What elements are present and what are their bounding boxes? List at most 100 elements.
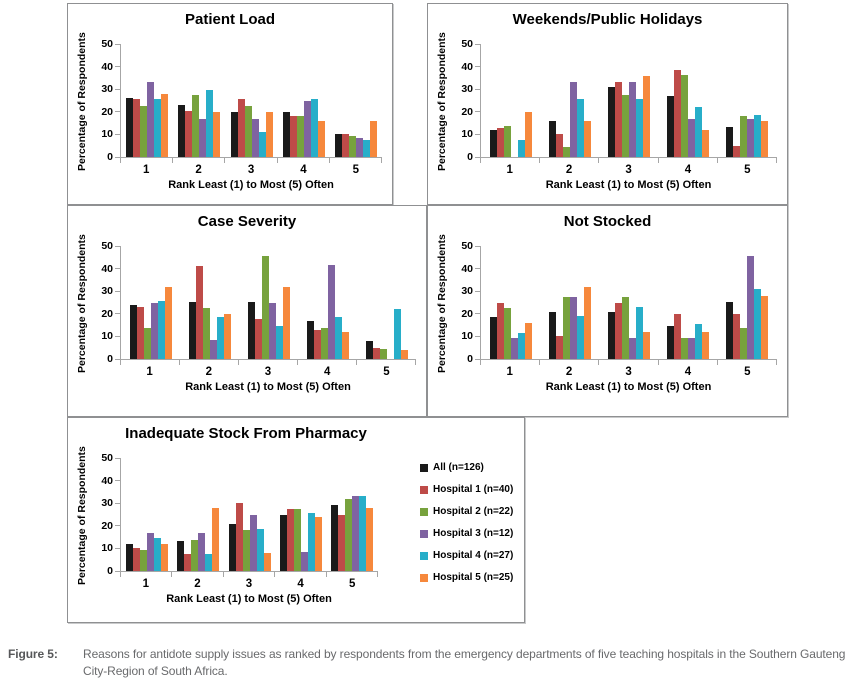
bar	[334, 133, 342, 157]
bar	[761, 295, 769, 359]
bar	[303, 100, 311, 157]
y-tick: 0	[97, 353, 120, 365]
y-tick: 50	[457, 240, 480, 252]
bar	[307, 512, 315, 571]
bar	[147, 81, 155, 157]
y-tick-label: 0	[107, 353, 113, 365]
legend-label: Hospital 3 (n=12)	[433, 528, 514, 539]
x-tick-label: 5	[352, 164, 360, 176]
x-axis-title: Rank Least (1) to Most (5) Often	[545, 179, 712, 191]
bar	[548, 121, 556, 157]
bar	[143, 328, 151, 359]
y-tick-label: 30	[101, 83, 113, 96]
bar-group-rank-3	[225, 44, 278, 163]
y-tick: 50	[97, 452, 120, 464]
y-tick-label: 50	[461, 240, 473, 252]
y-tick: 30	[97, 285, 120, 297]
y-tick: 10	[97, 128, 120, 140]
bar	[261, 256, 269, 359]
bar	[202, 307, 210, 359]
y-tick-label: 20	[461, 307, 473, 320]
x-tick-label: 3	[245, 578, 253, 590]
bar	[740, 328, 748, 359]
chart-title: Patient Load	[184, 11, 275, 28]
y-tick: 40	[97, 61, 120, 73]
x-tick-label: 5	[348, 578, 356, 590]
y-tick-mark	[115, 133, 120, 135]
x-tick-label: 1	[146, 366, 153, 378]
x-tick-labels: 1 2 3 4 5	[120, 578, 378, 590]
y-tick-label: 50	[101, 38, 113, 50]
y-tick: 40	[97, 262, 120, 275]
legend-label: All (n=126)	[433, 462, 484, 473]
y-tick-label: 20	[461, 105, 473, 118]
y-tick-mark	[475, 156, 480, 158]
bar	[667, 95, 675, 157]
y-axis-title: Percentage of Respondents	[436, 234, 448, 373]
x-tick-label: 3	[625, 164, 632, 176]
y-tick: 10	[97, 542, 120, 554]
bar	[569, 297, 577, 359]
bar	[338, 514, 346, 571]
y-axis: 50 40 30 20 10 0	[450, 38, 480, 163]
x-tick-label: 2	[205, 366, 212, 378]
bar	[681, 338, 689, 359]
y-tick-mark	[475, 133, 480, 135]
y-tick: 10	[457, 128, 480, 140]
y-tick: 20	[97, 520, 120, 532]
bar	[674, 70, 682, 157]
bar-group-rank-2	[173, 44, 226, 163]
bar	[365, 341, 373, 359]
bar	[747, 119, 755, 157]
bar	[372, 347, 380, 359]
y-tick-mark	[115, 358, 120, 360]
y-tick: 50	[97, 240, 120, 252]
y-tick: 0	[457, 151, 480, 163]
bar	[576, 315, 584, 359]
legend-swatch	[420, 507, 428, 516]
bar	[331, 504, 339, 571]
y-tick: 0	[457, 353, 480, 365]
y-axis: 50 40 30 20 10 0	[90, 38, 120, 163]
bar	[327, 264, 335, 359]
bar	[615, 302, 622, 359]
bar	[362, 140, 370, 157]
bar	[510, 338, 518, 359]
bar	[569, 81, 577, 157]
y-tick: 30	[457, 83, 480, 96]
chart-panel-case-severity: Case Severity Percentage of Respondents …	[67, 205, 427, 417]
bar	[242, 529, 250, 571]
y-tick-mark	[115, 335, 120, 337]
x-tick-label: 4	[684, 164, 692, 176]
bar-group-rank-4	[659, 246, 719, 365]
x-tick-label: 5	[383, 366, 390, 378]
bar	[636, 98, 643, 157]
y-tick-mark	[475, 88, 480, 90]
y-tick-label: 0	[467, 151, 473, 163]
y-tick-mark	[115, 245, 120, 247]
y-tick-mark	[115, 268, 120, 270]
bar	[313, 330, 321, 359]
legend-label: Hospital 1 (n=40)	[433, 484, 514, 495]
x-tick-label: 2	[194, 578, 201, 590]
bar	[608, 311, 615, 359]
x-tick-label: 4	[297, 578, 304, 590]
y-tick-mark	[115, 547, 120, 549]
bar	[286, 508, 294, 571]
y-tick-mark	[475, 335, 480, 337]
bar	[496, 128, 504, 157]
y-tick-label: 30	[461, 83, 473, 96]
bar	[615, 81, 622, 157]
chart-title: Case Severity	[197, 213, 297, 230]
bar	[629, 338, 636, 359]
bar-group-rank-3	[239, 246, 298, 365]
bar	[517, 140, 525, 157]
bar	[212, 507, 220, 571]
bar	[555, 335, 563, 359]
bar-group-rank-1	[481, 44, 541, 163]
y-tick-label: 50	[101, 452, 113, 464]
bar	[300, 552, 308, 571]
y-tick-label: 40	[101, 262, 113, 275]
x-tick-label: 4	[324, 366, 331, 378]
x-tick-label: 2	[565, 164, 573, 176]
